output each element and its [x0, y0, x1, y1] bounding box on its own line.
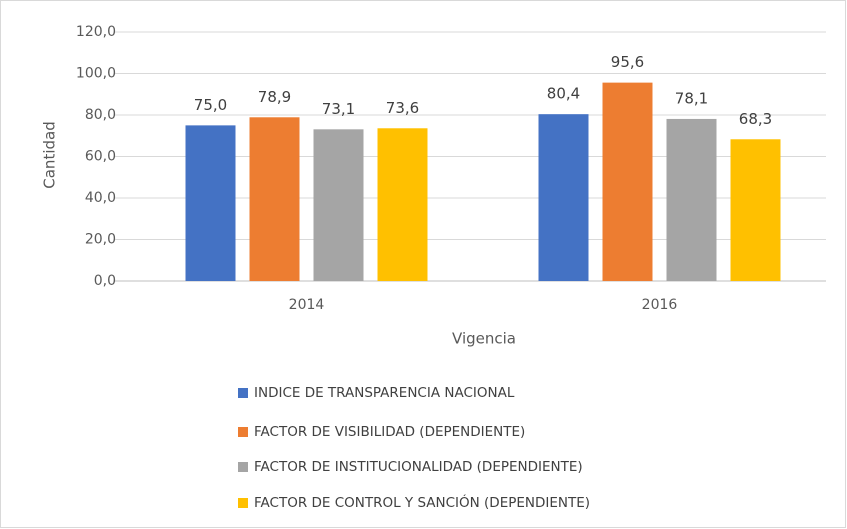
value-label: 73,1	[322, 100, 355, 118]
legend-label: INDICE DE TRANSPARENCIA NACIONAL	[254, 385, 515, 401]
bar	[185, 125, 236, 281]
y-tick-label: 80,0	[85, 107, 116, 123]
value-label: 95,6	[611, 53, 644, 71]
value-label: 68,3	[739, 110, 772, 128]
legend-label: FACTOR DE VISIBILIDAD (DEPENDIENTE)	[254, 424, 525, 440]
bar	[602, 82, 653, 281]
value-label: 75,0	[194, 96, 227, 114]
y-tick-label: 40,0	[85, 190, 116, 206]
bar	[666, 118, 717, 281]
x-axis-title: Vigencia	[452, 330, 516, 348]
x-tick-label: 2016	[642, 297, 678, 313]
bar	[313, 129, 364, 281]
value-label: 80,4	[547, 85, 580, 103]
bar	[538, 114, 589, 281]
legend-swatch	[238, 462, 248, 472]
y-tick-label: 0,0	[94, 273, 116, 289]
value-label: 73,6	[386, 99, 419, 117]
y-tick-label: 100,0	[76, 66, 116, 82]
y-axis-title: Cantidad	[41, 121, 59, 188]
legend-swatch	[238, 388, 248, 398]
legend-label: FACTOR DE INSTITUCIONALIDAD (DEPENDIENTE…	[254, 459, 583, 475]
x-tick-label: 2014	[289, 297, 325, 313]
legend-swatch	[238, 498, 248, 508]
bar	[730, 139, 781, 281]
value-label: 78,9	[258, 88, 291, 106]
legend-swatch	[238, 427, 248, 437]
bar	[249, 117, 300, 281]
y-tick-label: 60,0	[85, 149, 116, 165]
y-tick-label: 120,0	[76, 24, 116, 40]
legend-label: FACTOR DE CONTROL Y SANCIÓN (DEPENDIENTE…	[254, 493, 590, 511]
y-tick-label: 20,0	[85, 232, 116, 248]
bar	[377, 128, 428, 281]
value-label: 78,1	[675, 89, 708, 107]
